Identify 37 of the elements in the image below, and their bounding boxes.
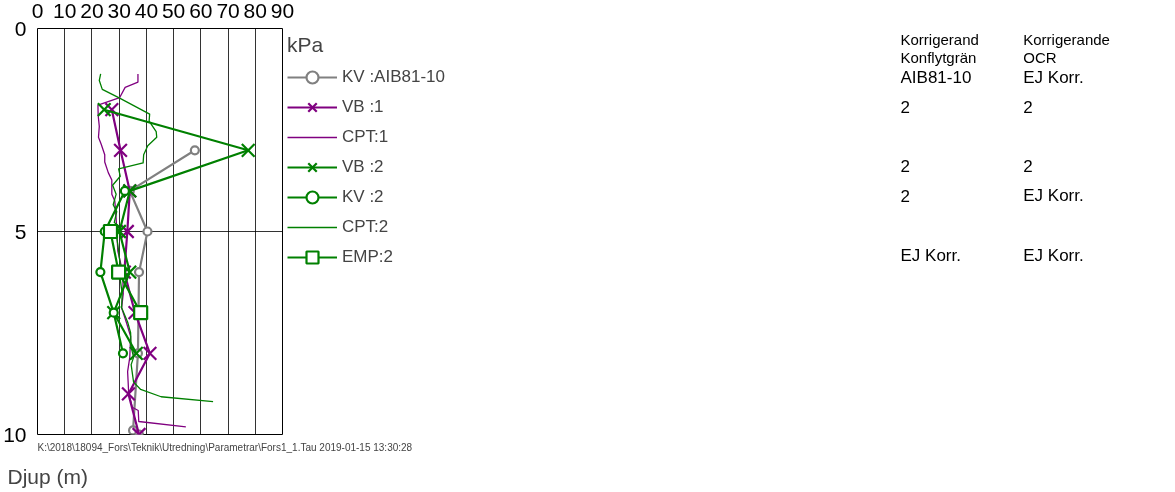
x-tick-label: 40 xyxy=(134,0,159,22)
x-axis-title: kPa xyxy=(287,33,325,57)
text: EJ Korr. xyxy=(1023,67,1084,87)
x-tick-label: 10 xyxy=(53,0,77,22)
text: 2 xyxy=(1023,97,1033,117)
y-tick-label: 10 xyxy=(3,422,27,446)
x-tick-label: 60 xyxy=(189,0,213,22)
text: EJ Korr. xyxy=(1023,245,1084,265)
x-tick-label: 90 xyxy=(270,0,295,22)
text: EJ Korr. xyxy=(1023,186,1084,206)
text: Konflytgrän xyxy=(900,48,977,66)
legend-label: VB :1 xyxy=(342,96,384,118)
legend-label: CPT:1 xyxy=(342,126,389,148)
x-tick-label: 50 xyxy=(161,0,186,22)
legend-label: CPT:2 xyxy=(342,216,389,238)
text: 2 xyxy=(1023,157,1033,177)
x-tick-label: 30 xyxy=(107,0,131,22)
text: 2 xyxy=(900,97,910,117)
y-axis-title: Djup (m) xyxy=(7,464,89,488)
legend-label: EMP:2 xyxy=(342,246,394,268)
text: EJ Korr. xyxy=(900,245,961,265)
y-tick-label: 5 xyxy=(14,219,27,243)
text: Korrigerande xyxy=(1023,30,1110,48)
text: AIB81-10 xyxy=(900,67,972,87)
text: K:\2018\18094_Fors\Teknik\Utredning\Parametrar\Fors1_1.Tau 2019-01-15 13:30:28 xyxy=(37,441,413,453)
x-tick-label: 80 xyxy=(243,0,267,22)
text: 2 xyxy=(900,186,910,206)
legend-label: VB :2 xyxy=(342,156,384,178)
y-tick-label: 0 xyxy=(14,16,27,40)
text: OCR xyxy=(1023,48,1057,66)
text: 2 xyxy=(900,157,910,177)
x-tick-label: 70 xyxy=(216,0,240,22)
legend-label: KV :AIB81-10 xyxy=(342,66,446,88)
legend-label: KV :2 xyxy=(342,186,384,208)
x-tick-label: 20 xyxy=(80,0,104,22)
text: Korrigerand xyxy=(900,30,979,48)
x-tick-label: 0 xyxy=(31,0,44,22)
